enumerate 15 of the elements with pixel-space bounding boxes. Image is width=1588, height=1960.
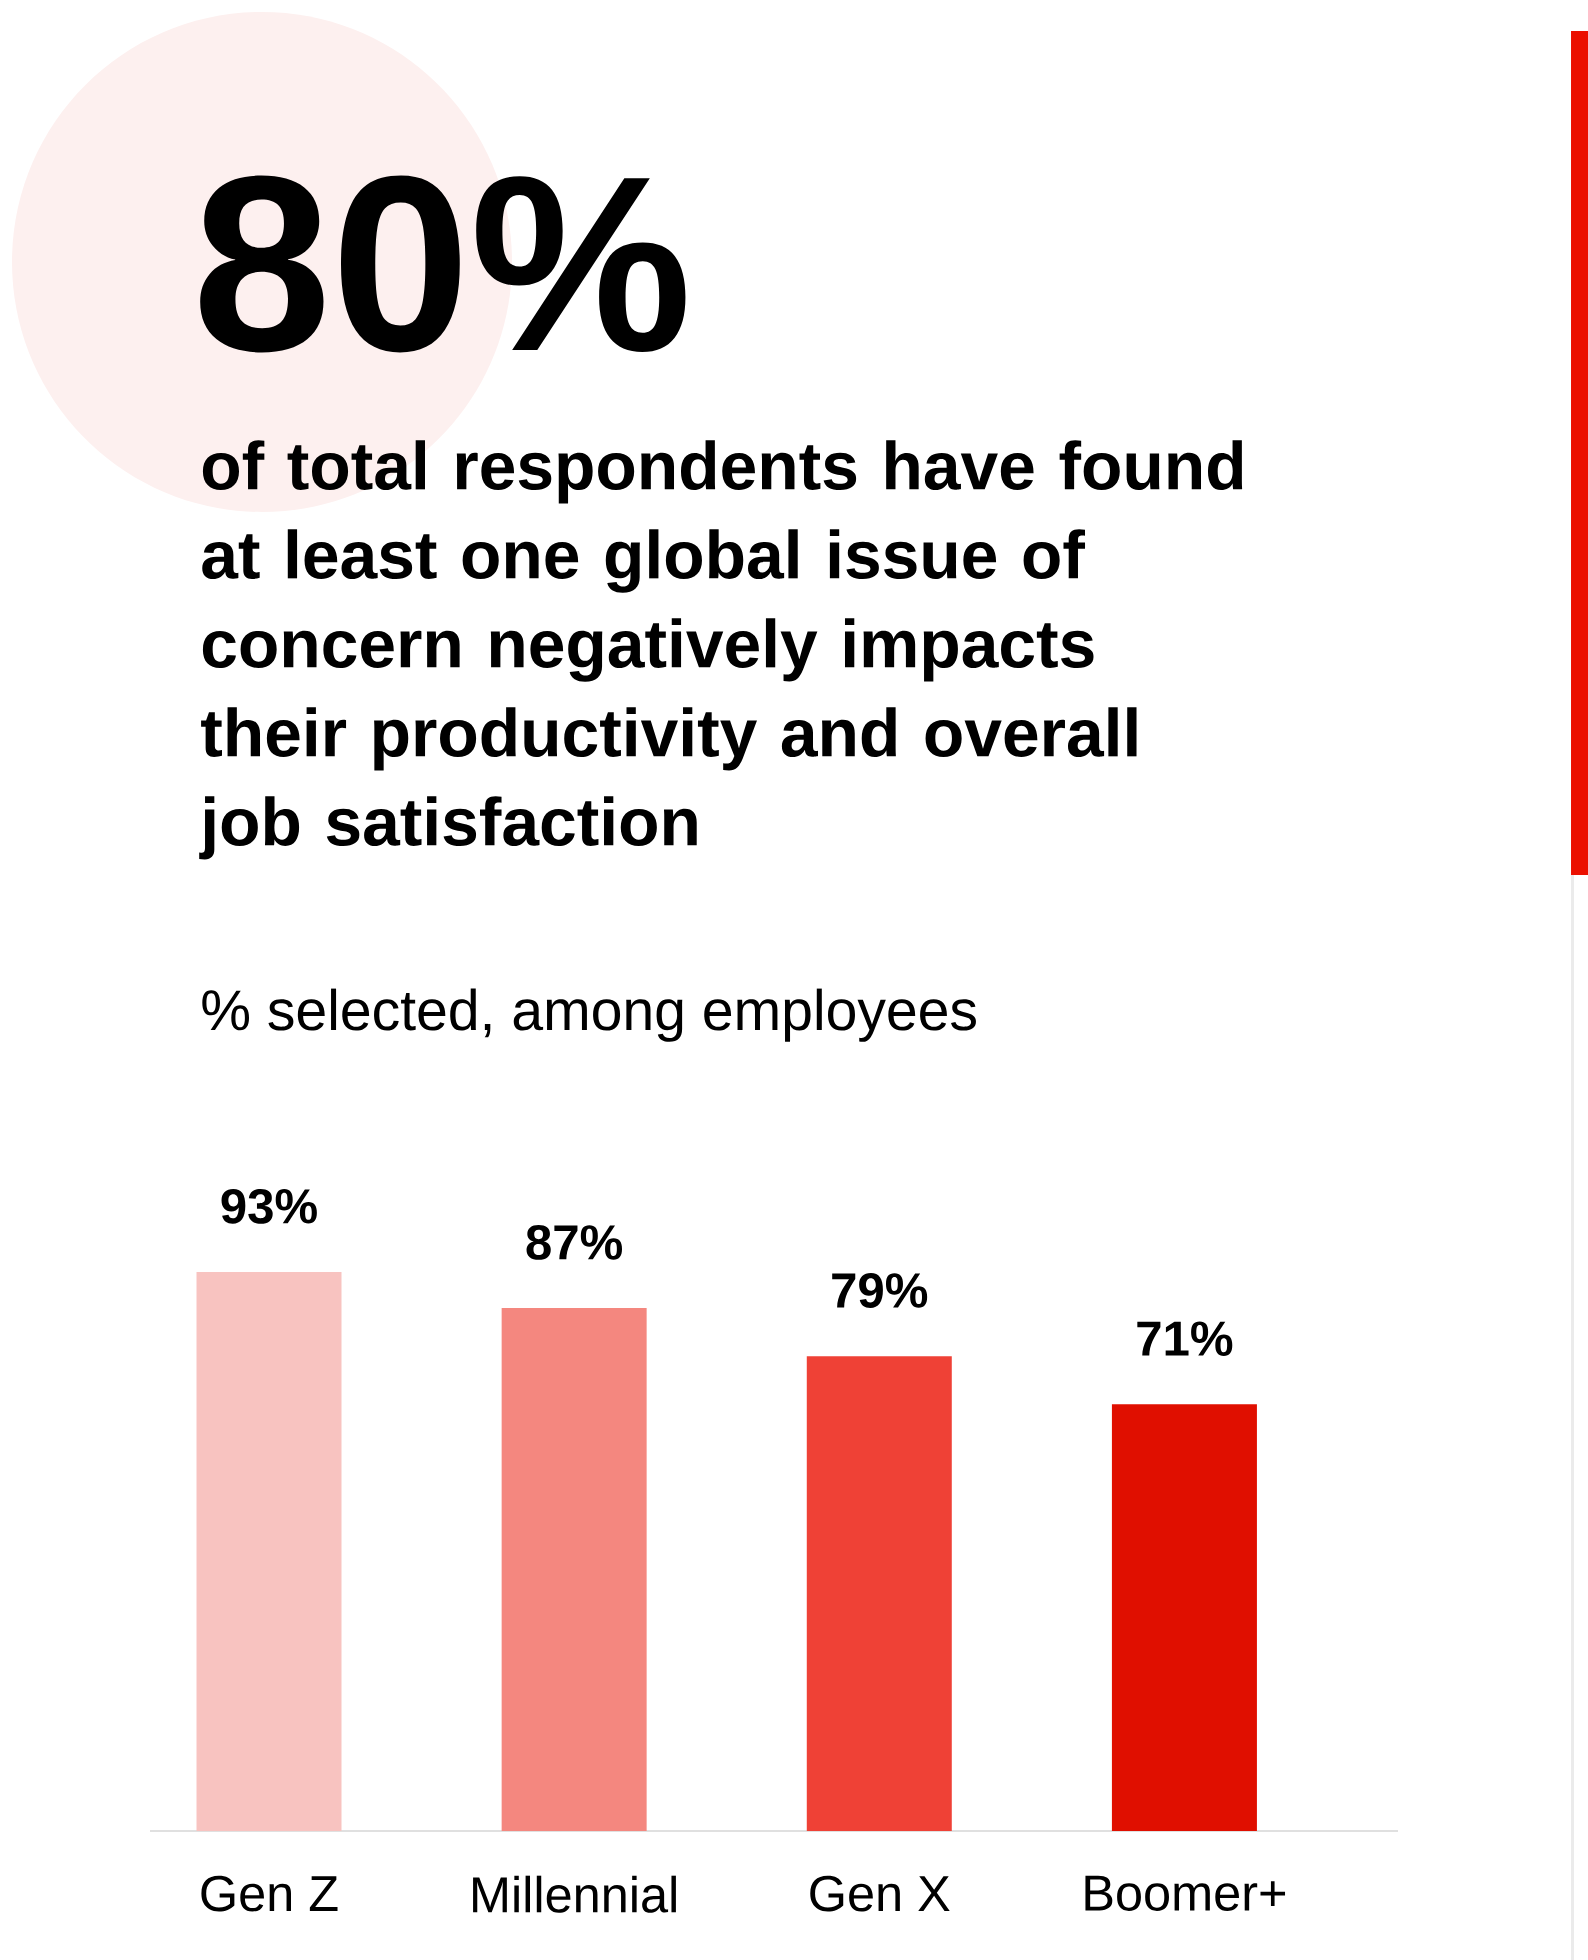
x-tick-label: Millennial <box>473 1875 676 1913</box>
data-label: 71% <box>1137 1321 1233 1356</box>
chart-subtitle: of total respondents have found at least one global issue of concern negatively impacts their productivity and overall job satisfaction <box>199 440 1243 860</box>
chart-title: 80% <box>200 175 686 353</box>
bar <box>196 1272 342 1831</box>
bar <box>501 1308 647 1831</box>
y-axis-title: % selected, among employees <box>202 988 976 1042</box>
data-label: 87% <box>526 1225 623 1260</box>
x-tick-label: Boomer+ <box>1085 1875 1286 1911</box>
data-label: 79% <box>832 1273 928 1308</box>
data-label: 93% <box>221 1188 317 1224</box>
bar <box>1111 1404 1257 1831</box>
x-tick-label: Gen Z <box>201 1875 338 1912</box>
bar <box>806 1356 952 1831</box>
x-tick-label: Gen X <box>810 1875 950 1912</box>
